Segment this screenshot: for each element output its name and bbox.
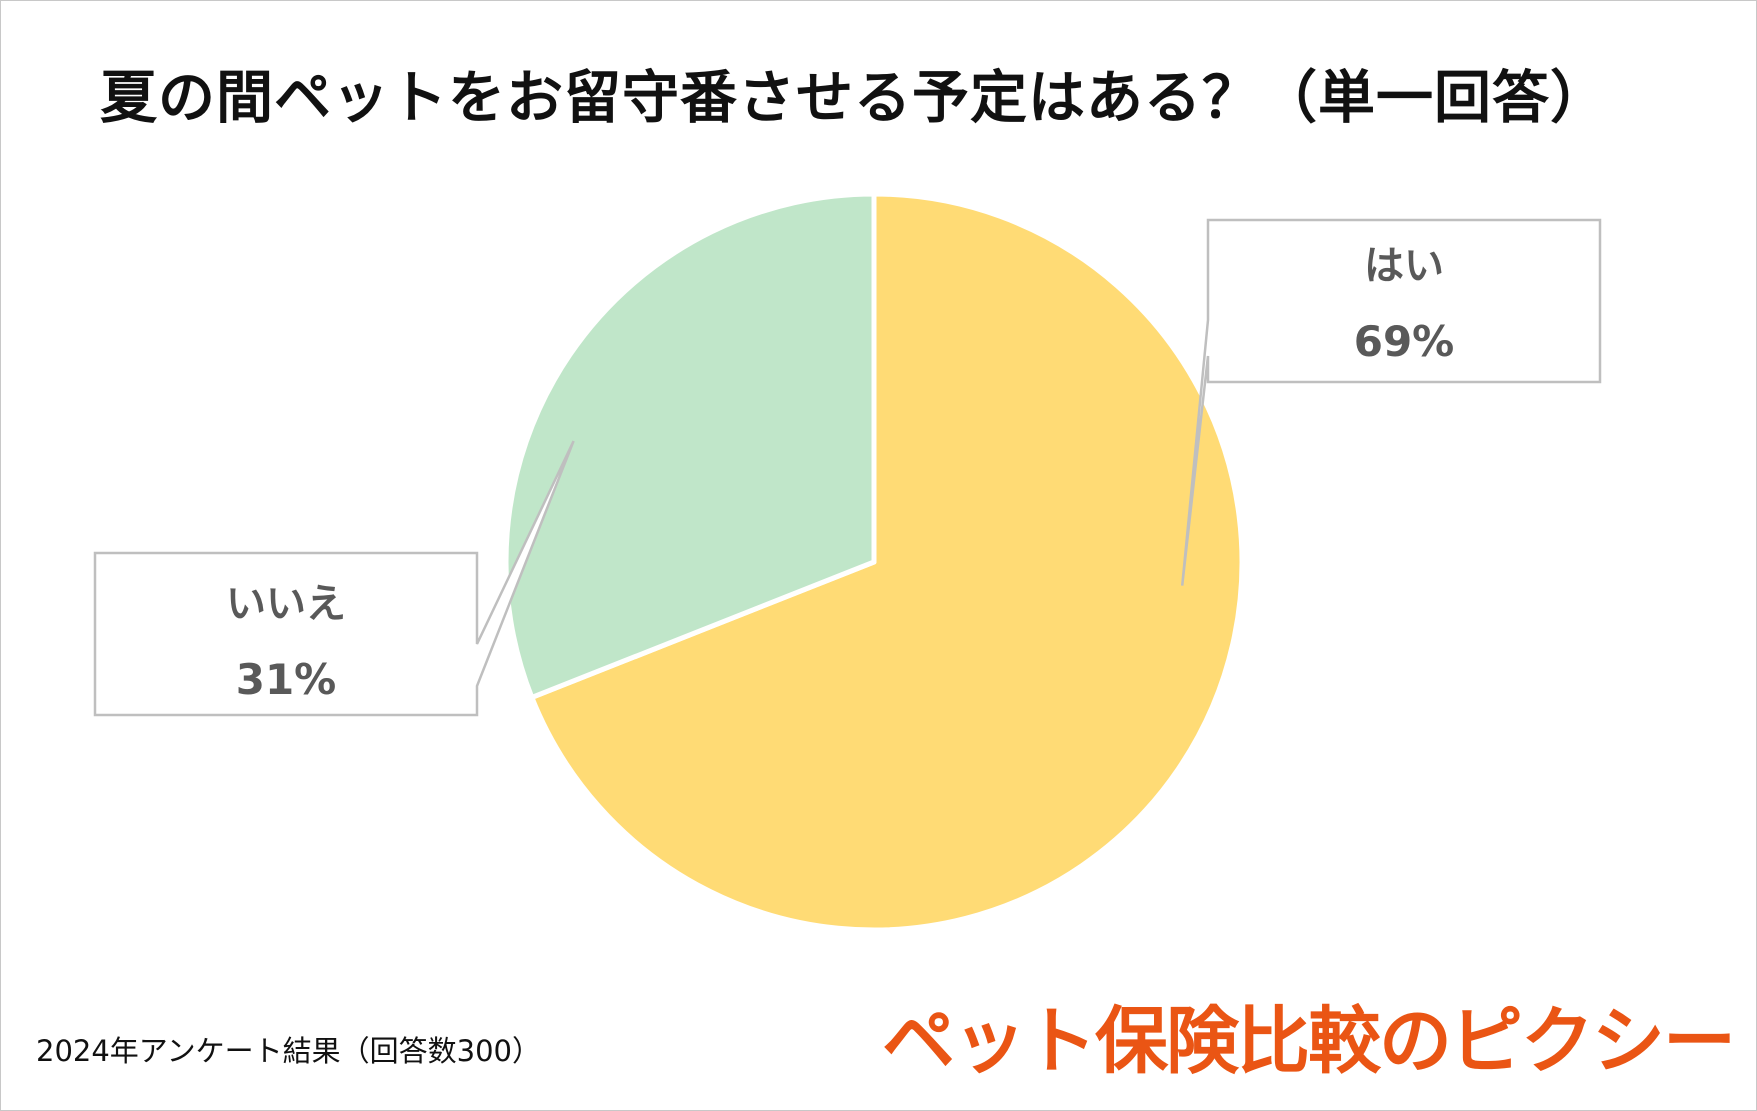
callout-box-1 (93, 440, 575, 717)
callout-yes: はい 69% (1212, 238, 1596, 370)
callout-no: いいえ 31% (96, 576, 476, 708)
survey-footnote: 2024年アンケート結果（回答数300） (36, 1034, 541, 1068)
brand-logo: ペット保険比較のピクシー (882, 999, 1736, 1084)
chart-title: 夏の間ペットをお留守番させる予定はある？（単一回答） (100, 65, 1608, 131)
slice-label-no: いいえ (226, 581, 346, 627)
slice-value-yes: 69% (1353, 317, 1455, 366)
callout-box-0 (1180, 218, 1602, 586)
slice-value-no: 31% (235, 655, 337, 704)
pie-slice-0 (529, 191, 1245, 933)
slice-label-yes: はい (1364, 243, 1444, 289)
